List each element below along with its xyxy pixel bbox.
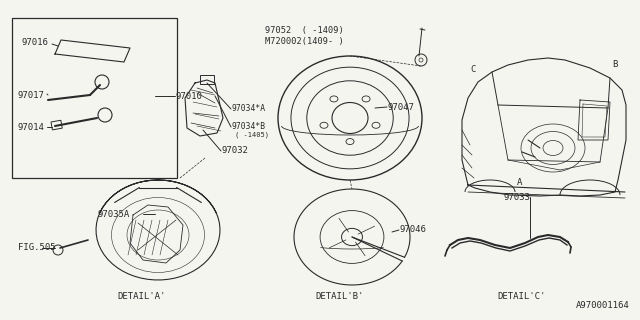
- Text: 97046: 97046: [400, 225, 427, 234]
- Text: 97016: 97016: [22, 38, 49, 47]
- Bar: [200, 75, 214, 84]
- Text: C: C: [470, 65, 476, 74]
- Text: DETAIL'B': DETAIL'B': [315, 292, 364, 301]
- Text: 97033: 97033: [504, 193, 531, 202]
- Text: 97035A: 97035A: [97, 210, 129, 219]
- Text: 97014: 97014: [18, 123, 45, 132]
- Text: M720002(1409- ): M720002(1409- ): [265, 37, 344, 46]
- Text: A: A: [517, 178, 522, 187]
- Text: 97034*A: 97034*A: [232, 104, 266, 113]
- Text: 97052  ( -1409): 97052 ( -1409): [265, 26, 344, 35]
- Bar: [51, 120, 62, 130]
- Text: 97010: 97010: [176, 92, 203, 101]
- Text: 97034*B: 97034*B: [231, 122, 265, 131]
- Bar: [12, 18, 177, 178]
- Text: DETAIL'A': DETAIL'A': [117, 292, 165, 301]
- Text: A970001164: A970001164: [576, 301, 630, 310]
- Text: 97032: 97032: [222, 146, 249, 155]
- Text: DETAIL'C': DETAIL'C': [498, 292, 546, 301]
- Text: 97017: 97017: [18, 91, 45, 100]
- Text: FIG.505: FIG.505: [18, 243, 56, 252]
- Text: 97047: 97047: [388, 103, 415, 112]
- Text: B: B: [612, 60, 618, 69]
- Text: ( -1405): ( -1405): [235, 131, 269, 138]
